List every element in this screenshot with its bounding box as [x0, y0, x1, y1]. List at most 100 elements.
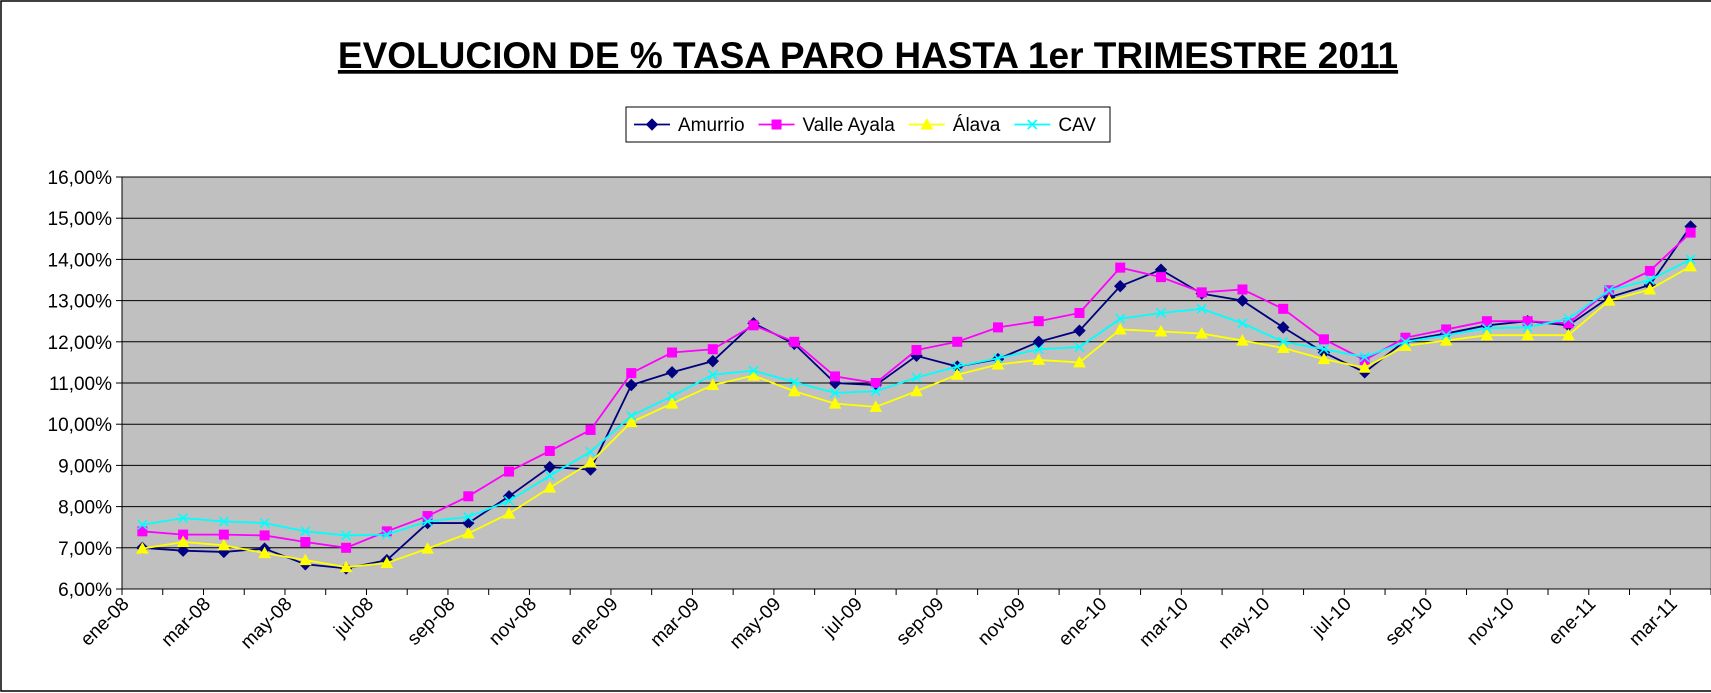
marker — [178, 513, 189, 524]
marker — [381, 526, 392, 537]
marker — [543, 481, 557, 493]
marker — [789, 377, 800, 388]
marker — [1073, 355, 1086, 368]
y-tick-label: 13,00% — [48, 292, 113, 313]
marker — [299, 553, 312, 566]
marker — [952, 336, 963, 347]
marker — [1439, 334, 1453, 346]
y-tick-label: 16,00% — [48, 168, 113, 189]
marker — [1237, 284, 1248, 295]
y-tick-label: 10,00% — [48, 415, 113, 436]
marker — [503, 495, 515, 506]
marker — [1562, 328, 1575, 341]
marker — [645, 118, 659, 131]
marker — [380, 556, 394, 569]
marker — [869, 400, 883, 412]
marker — [706, 378, 720, 391]
marker — [463, 511, 474, 522]
y-tick-label: 8,00% — [58, 498, 112, 519]
marker — [217, 538, 231, 551]
marker — [1115, 313, 1126, 324]
marker — [1155, 272, 1166, 283]
legend: Amurrio Valle Ayala Álava CAV — [625, 106, 1111, 143]
y-tick-label: 9,00% — [58, 456, 112, 477]
legend-label: CAV — [1058, 115, 1096, 136]
marker — [1521, 328, 1534, 341]
marker — [665, 366, 679, 379]
marker — [667, 347, 678, 358]
marker — [1480, 328, 1494, 341]
marker — [747, 369, 760, 381]
marker — [585, 446, 596, 457]
marker — [1318, 334, 1329, 345]
marker — [666, 391, 678, 402]
marker — [504, 466, 515, 477]
legend-label: Amurrio — [678, 115, 745, 136]
marker — [789, 336, 800, 347]
marker — [1032, 335, 1045, 349]
marker — [584, 455, 597, 468]
marker — [707, 344, 718, 355]
marker — [626, 410, 637, 422]
marker — [463, 491, 474, 502]
y-tick-label: 7,00% — [58, 539, 112, 560]
marker — [950, 368, 964, 380]
marker — [1602, 294, 1616, 306]
marker — [1644, 274, 1655, 286]
legend-label: Álava — [953, 115, 1001, 136]
marker — [706, 354, 719, 368]
marker — [1236, 294, 1249, 307]
marker — [870, 386, 881, 397]
marker — [1522, 322, 1533, 333]
marker — [218, 516, 229, 527]
y-tick-label: 11,00% — [49, 374, 112, 395]
y-tick-label: 12,00% — [48, 333, 113, 354]
chart-title: EVOLUCION DE % TASA PARO HASTA 1er TRIME… — [338, 35, 1398, 76]
marker — [137, 519, 148, 530]
marker — [829, 387, 841, 398]
marker — [1481, 316, 1492, 327]
y-tick-label: 15,00% — [48, 209, 113, 230]
marker — [258, 546, 271, 559]
marker — [707, 369, 718, 380]
marker — [259, 530, 270, 541]
marker — [1317, 352, 1331, 365]
marker — [136, 542, 149, 554]
marker — [1276, 341, 1290, 353]
marker — [461, 526, 475, 539]
marker — [1154, 324, 1168, 337]
marker — [1604, 285, 1615, 296]
marker — [1237, 318, 1248, 329]
marker — [1032, 353, 1046, 365]
marker — [625, 378, 638, 392]
marker — [502, 507, 516, 519]
marker — [300, 526, 311, 537]
marker — [544, 445, 555, 456]
marker — [421, 542, 434, 554]
marker — [1196, 287, 1207, 298]
marker — [911, 372, 922, 383]
marker — [1033, 316, 1044, 327]
marker — [422, 516, 433, 527]
marker — [585, 424, 596, 435]
marker — [1400, 336, 1411, 347]
y-tick-label: 6,00% — [58, 580, 112, 601]
marker — [748, 365, 759, 376]
marker — [952, 361, 963, 372]
marker — [381, 529, 392, 540]
marker — [911, 345, 922, 356]
marker — [1441, 330, 1452, 341]
marker — [1359, 351, 1370, 363]
marker — [544, 470, 555, 481]
marker — [1278, 336, 1289, 347]
marker — [1027, 119, 1038, 130]
marker — [771, 119, 782, 130]
marker — [1684, 259, 1697, 272]
marker — [1236, 334, 1249, 346]
marker — [1318, 344, 1330, 355]
marker — [1196, 303, 1207, 314]
marker — [1074, 342, 1085, 353]
marker — [1073, 324, 1086, 337]
marker — [910, 384, 923, 397]
